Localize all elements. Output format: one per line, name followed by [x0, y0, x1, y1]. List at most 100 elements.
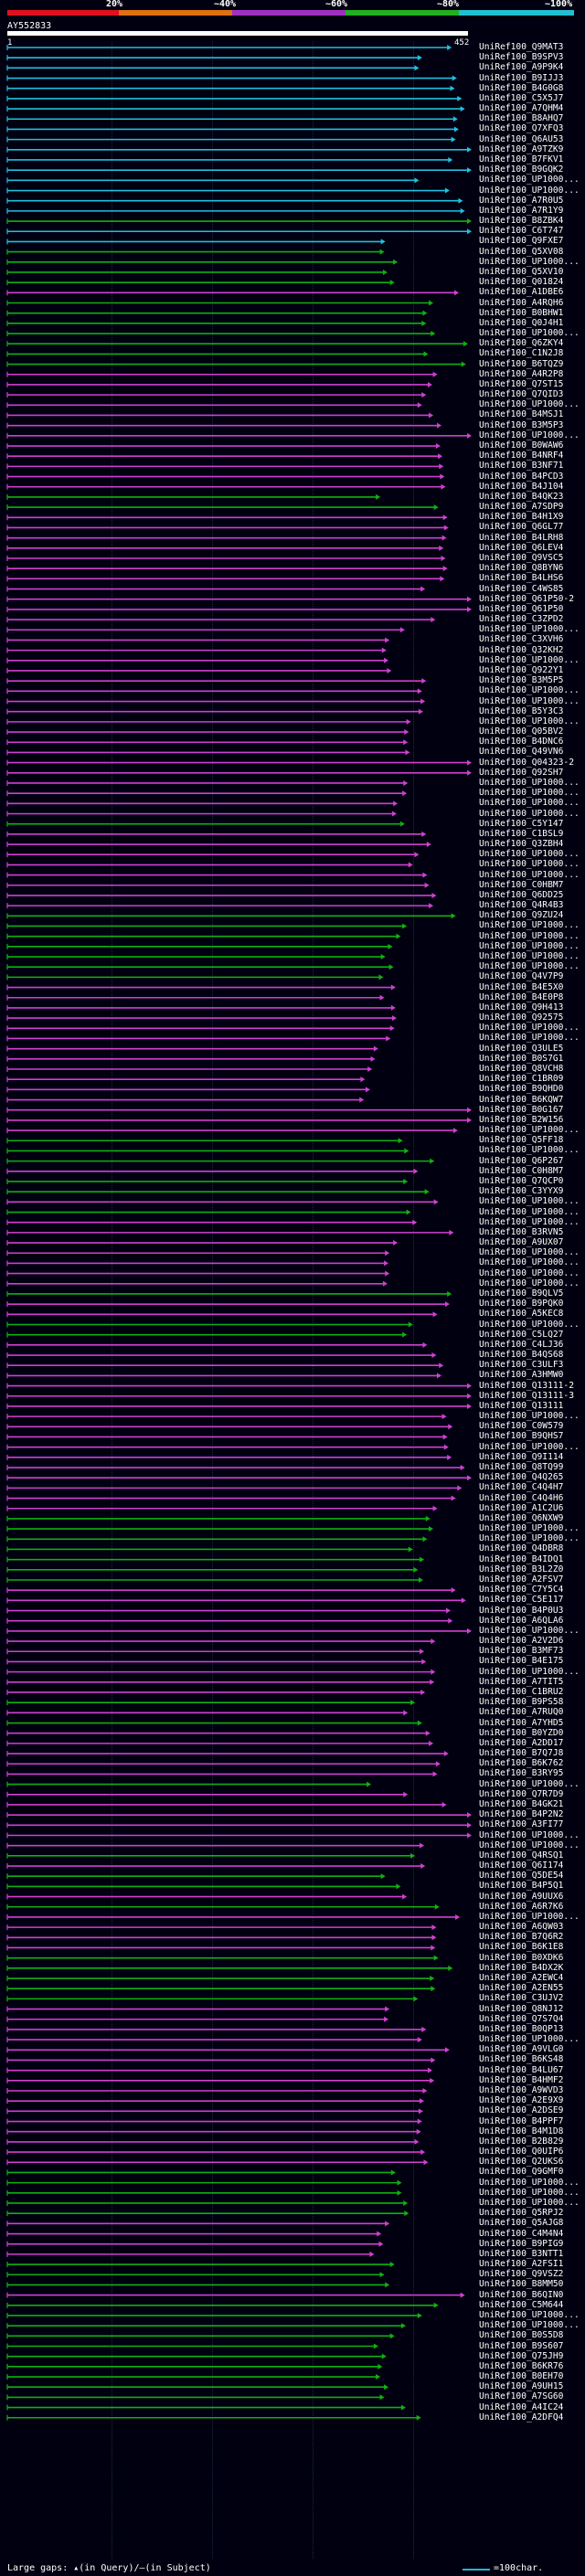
hit-row[interactable] [6, 769, 472, 776]
hit-label[interactable]: UniRef100_Q61P50-2 [479, 593, 574, 604]
hit-row[interactable] [6, 290, 459, 296]
hit-row[interactable] [6, 2118, 422, 2125]
hit-row[interactable] [6, 473, 445, 480]
hit-row[interactable] [6, 657, 389, 663]
hit-row[interactable] [6, 1965, 453, 1971]
hit-row[interactable] [6, 2006, 390, 2012]
hit-label[interactable]: UniRef100_B4PCD3 [479, 471, 564, 482]
hit-row[interactable] [6, 300, 434, 306]
hit-label[interactable]: UniRef100_A4R2P8 [479, 368, 564, 379]
hit-label[interactable]: UniRef100_Q32KH2 [479, 644, 564, 655]
hit-row[interactable] [6, 1035, 391, 1042]
hit-row[interactable] [6, 2231, 382, 2237]
hit-row[interactable] [6, 2414, 421, 2421]
hit-row[interactable] [6, 1700, 416, 1706]
hit-row[interactable] [6, 1301, 450, 1308]
hit-label[interactable]: UniRef100_C0HBM7 [479, 879, 564, 890]
hit-label[interactable]: UniRef100_C3XVH6 [479, 634, 564, 645]
hit-label[interactable]: UniRef100_C4WS85 [479, 583, 564, 594]
hit-row[interactable] [6, 1260, 389, 1267]
hit-label[interactable]: UniRef100_A7SDP9 [479, 502, 564, 513]
hit-label[interactable]: UniRef100_UP1000... [479, 1829, 580, 1840]
hit-row[interactable] [6, 1485, 463, 1491]
hit-label[interactable]: UniRef100_Q922Y1 [479, 664, 564, 675]
hit-row[interactable] [6, 1791, 409, 1797]
hit-row[interactable] [6, 106, 465, 112]
hit-row[interactable] [6, 75, 457, 81]
hit-row[interactable] [6, 617, 436, 623]
hit-row[interactable] [6, 1659, 427, 1665]
hit-label[interactable]: UniRef100_B6KS48 [479, 2054, 564, 2065]
hit-label[interactable]: UniRef100_Q5AJG8 [479, 2218, 564, 2229]
hit-row[interactable] [6, 1617, 453, 1624]
hit-row[interactable] [6, 310, 428, 316]
hit-row[interactable] [6, 698, 426, 705]
hit-row[interactable] [6, 1638, 436, 1645]
hit-row[interactable] [6, 1066, 373, 1072]
hit-row[interactable] [6, 1730, 431, 1736]
hit-row[interactable] [6, 1597, 466, 1604]
hit-row[interactable] [6, 1199, 439, 1205]
hit-label[interactable]: UniRef100_C3YYX9 [479, 1186, 564, 1197]
hit-row[interactable] [6, 249, 385, 255]
hit-row[interactable] [6, 2374, 381, 2380]
hit-label[interactable]: UniRef100_Q5FF18 [479, 1135, 564, 1146]
hit-label[interactable]: UniRef100_C4M4N4 [479, 2228, 564, 2239]
hit-label[interactable]: UniRef100_UP1000... [479, 1033, 580, 1044]
hit-label[interactable]: UniRef100_B9PIG9 [479, 2238, 564, 2249]
hit-row[interactable] [6, 862, 413, 868]
hit-label[interactable]: UniRef100_A7R1Y9 [479, 205, 564, 216]
hit-row[interactable] [6, 2282, 390, 2288]
hit-row[interactable] [6, 504, 439, 511]
hit-label[interactable]: UniRef100_B4M1D8 [479, 2125, 564, 2136]
hit-row[interactable] [6, 2384, 389, 2390]
hit-label[interactable]: UniRef100_Q05BV2 [479, 726, 564, 737]
hit-row[interactable] [6, 1250, 390, 1256]
hit-label[interactable]: UniRef100_B4P5Q1 [479, 1881, 564, 1892]
hit-label[interactable]: UniRef100_A2EN55 [479, 1983, 564, 1994]
hit-row[interactable] [6, 800, 399, 807]
hit-row[interactable] [6, 126, 459, 133]
hit-row[interactable] [6, 556, 446, 561]
hit-label[interactable]: UniRef100_B4QS68 [479, 1350, 564, 1361]
hit-label[interactable]: UniRef100_UP1000... [479, 399, 580, 410]
hit-label[interactable]: UniRef100_B8ZBK4 [479, 216, 564, 227]
hit-label[interactable]: UniRef100_A6R7K6 [479, 1901, 564, 1912]
hit-row[interactable] [6, 2189, 402, 2196]
hit-label[interactable]: UniRef100_B4HMF2 [479, 2074, 564, 2085]
hit-label[interactable]: UniRef100_UP1000... [479, 1216, 580, 1227]
hit-row[interactable] [6, 647, 387, 653]
hit-row[interactable] [6, 1015, 397, 1022]
hit-row[interactable] [6, 280, 395, 286]
hit-label[interactable]: UniRef100_Q13111 [479, 1400, 564, 1411]
hit-row[interactable] [6, 1424, 453, 1430]
hit-row[interactable] [6, 964, 394, 970]
hit-label[interactable]: UniRef100_A3FI77 [479, 1819, 564, 1830]
hit-label[interactable]: UniRef100_Q13111-2 [479, 1380, 574, 1391]
hit-label[interactable]: UniRef100_B9GQK2 [479, 164, 564, 175]
hit-label[interactable]: UniRef100_Q9GMF0 [479, 2167, 564, 2178]
hit-label[interactable]: UniRef100_A4IC24 [479, 2401, 564, 2412]
hit-label[interactable]: UniRef100_UP1000... [479, 869, 580, 880]
hit-label[interactable]: UniRef100_Q7QID3 [479, 389, 564, 400]
hit-row[interactable] [6, 1863, 426, 1870]
hit-label[interactable]: UniRef100_A9WVD3 [479, 2085, 564, 2095]
hit-row[interactable] [6, 392, 427, 398]
hit-label[interactable]: UniRef100_B9QHS7 [479, 1431, 564, 1442]
hit-label[interactable]: UniRef100_Q9I114 [479, 1451, 564, 1462]
hit-row[interactable] [6, 1465, 465, 1471]
hit-row[interactable] [6, 2363, 383, 2369]
hit-row[interactable] [6, 483, 446, 490]
hit-row[interactable] [6, 1515, 431, 1521]
hit-label[interactable]: UniRef100_A2DD17 [479, 1737, 564, 1748]
hit-row[interactable] [6, 1087, 370, 1093]
hit-row[interactable] [6, 1679, 435, 1685]
hit-label[interactable]: UniRef100_Q7R7D9 [479, 1788, 564, 1799]
hit-label[interactable]: UniRef100_UP1000... [479, 654, 580, 665]
hit-label[interactable]: UniRef100_Q3ULE5 [479, 1043, 564, 1054]
hit-label[interactable]: UniRef100_C0H8M7 [479, 1165, 564, 1176]
hit-label[interactable]: UniRef100_A7QHM4 [479, 103, 564, 114]
hit-label[interactable]: UniRef100_B6KQW7 [479, 1094, 564, 1105]
hit-label[interactable]: UniRef100_B0G167 [479, 1104, 564, 1115]
hit-label[interactable]: UniRef100_A7TIT5 [479, 1676, 564, 1687]
